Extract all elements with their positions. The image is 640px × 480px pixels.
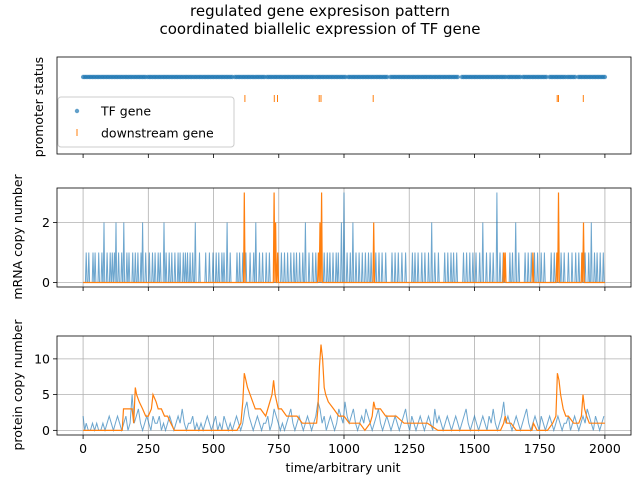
y-tick-label: 2 — [42, 215, 50, 230]
x-tick-label: 1500 — [459, 441, 491, 456]
tf-protein-line — [82, 394, 605, 433]
tf-promoter-point — [455, 74, 460, 80]
chart-title-line2: coordinated biallelic expression of TF g… — [159, 20, 480, 38]
y-axis-label-mrna-copy-number: mRNA copy number — [10, 173, 25, 299]
x-tick-label: 1250 — [393, 441, 425, 456]
x-tick-label: 0 — [79, 441, 87, 456]
promoter-status-panel — [56, 56, 632, 158]
y-axis-label-promoter-status: promoter status — [31, 57, 46, 157]
legend: TF gene downstream gene — [57, 96, 235, 148]
y-tick-label: 0 — [42, 423, 50, 438]
protein-copy-number-panel: 0 250 500 750 1000 1250 1500 1750 2000 0 5 10 — [34, 335, 632, 456]
tf-promoter-point — [385, 74, 390, 80]
chart-title-line1: regulated gene expresison pattern — [190, 2, 450, 20]
x-tick-label: 1000 — [328, 441, 360, 456]
tf-promoter-point — [573, 74, 578, 80]
legend-label-tf-gene: TF gene — [100, 104, 151, 119]
x-tick-label: 750 — [267, 441, 291, 456]
downstream-mrna-line — [83, 192, 605, 284]
downstream-protein-line — [83, 344, 605, 432]
mrna-copy-number-panel: 02 — [42, 187, 632, 291]
legend-frame — [57, 96, 235, 148]
x-axis-label: time/arbitrary unit — [285, 460, 400, 475]
x-tick-label: 1750 — [524, 441, 556, 456]
legend-marker-tf-gene — [74, 108, 80, 114]
x-tick-label: 2000 — [589, 441, 621, 456]
x-tick-label: 500 — [202, 441, 226, 456]
legend-label-downstream-gene: downstream gene — [101, 126, 214, 141]
y-tick-label: 10 — [34, 351, 50, 366]
tf-promoter-point — [544, 74, 549, 80]
y-tick-label: 5 — [42, 387, 50, 402]
y-axis-label-protein-copy-number: protein copy number — [10, 319, 25, 451]
y-tick-label: 0 — [42, 275, 50, 290]
x-tick-label: 250 — [136, 441, 160, 456]
tf-promoter-point — [602, 74, 608, 80]
